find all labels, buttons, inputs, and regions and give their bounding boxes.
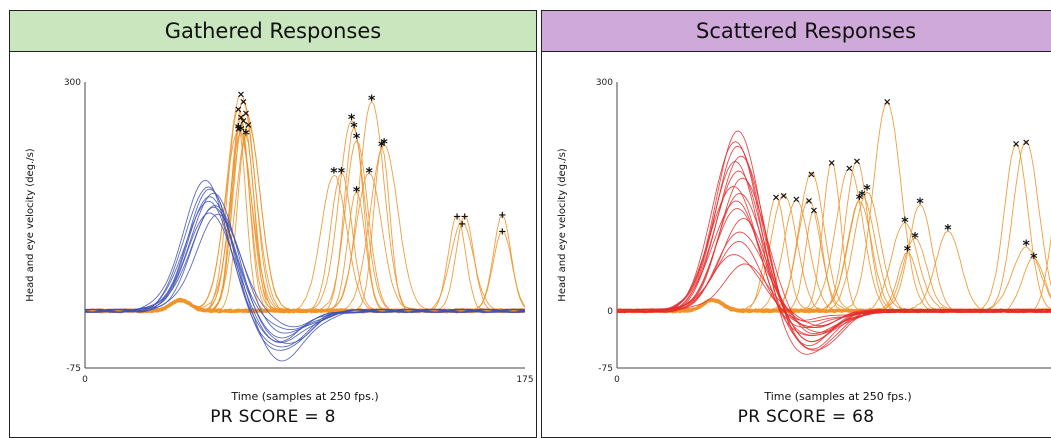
y-tick-label: -75 (598, 364, 613, 374)
chart-gathered: 300 -750 175 Time (samples at 250 fps.) Head… (25, 78, 534, 402)
peak-marker: * (1023, 238, 1031, 254)
y-tick-label: 300 (64, 78, 81, 88)
peak-marker: * (916, 196, 924, 212)
y-tick-label: 0 (607, 307, 613, 317)
peak-marker: × (239, 116, 247, 127)
peak-marker: * (378, 139, 386, 155)
panel-gathered: Gathered Responses 300 -75 0 175 Time (sampl… (9, 10, 537, 438)
peak-marker: × (239, 97, 247, 108)
x-tick-label: 175 (516, 375, 533, 385)
eye-velocity-line (617, 195, 1051, 314)
eye-velocity-line (617, 200, 1051, 314)
peak-marker: × (805, 196, 813, 207)
panel-title: Scattered Responses (542, 11, 1051, 52)
y-tick-label: -75 (66, 364, 81, 374)
head-velocity-line (617, 141, 1051, 355)
eye-velocity-line (617, 101, 1051, 314)
peak-marker: * (350, 120, 358, 136)
eye-velocity-line (85, 92, 525, 314)
peak-marker: × (807, 170, 815, 181)
peak-marker: × (772, 192, 780, 203)
peak-marker: * (338, 166, 346, 182)
eye-velocity-line (85, 214, 525, 314)
panel-title: Gathered Responses (10, 11, 536, 52)
eye-velocity-line (617, 168, 1051, 314)
eye-velocity-line (85, 170, 525, 314)
peak-marker: * (863, 182, 871, 198)
peak-marker: * (368, 93, 376, 109)
peak-marker: + (458, 219, 466, 230)
x-axis-label: Time (samples at 250 fps.) (230, 390, 378, 402)
peak-marker: * (348, 112, 356, 128)
pr-score: PR SCORE = 68 (737, 407, 875, 427)
head-velocity-line (85, 179, 525, 343)
peak-marker: × (244, 120, 252, 131)
y-axis-label: Head and eye velocity (deg./s) (557, 148, 568, 301)
eye-velocity-line (85, 172, 525, 314)
peak-marker: × (810, 205, 818, 216)
peak-marker: * (1030, 251, 1038, 267)
peak-marker: × (853, 157, 861, 168)
eye-velocity-line (617, 195, 1051, 314)
peak-marker: × (845, 163, 853, 174)
eye-velocity-line (85, 189, 525, 314)
peak-marker: * (856, 192, 864, 208)
x-tick-label: 0 (82, 375, 88, 385)
peak-marker: * (901, 215, 909, 231)
head-velocity-line (617, 263, 1051, 327)
peak-marker: + (498, 227, 506, 238)
eye-velocity-line (85, 100, 525, 314)
peak-marker: * (237, 124, 245, 140)
y-tick-label: 300 (596, 78, 613, 88)
peak-marker: × (234, 105, 242, 116)
peak-marker: * (242, 127, 250, 143)
head-velocity-line (617, 254, 1051, 321)
peak-marker: × (237, 89, 245, 100)
peak-marker: * (944, 223, 952, 239)
head-velocity-line (85, 212, 525, 344)
peak-marker: × (883, 97, 891, 108)
peak-marker: × (242, 109, 250, 120)
peak-marker: × (780, 191, 788, 202)
peak-marker: × (827, 158, 835, 169)
eye-velocity-line (85, 106, 525, 314)
peak-marker: × (237, 112, 245, 123)
peak-marker: × (1012, 139, 1020, 150)
peak-marker: × (234, 124, 242, 135)
peak-marker: * (904, 243, 912, 259)
pr-score: PR SCORE = 8 (210, 407, 336, 427)
head-velocity-line (85, 213, 525, 328)
x-axis-label: Time (samples at 250 fps.) (763, 390, 911, 402)
eye-velocity-line (85, 98, 525, 314)
x-tick-label: 0 (614, 375, 620, 385)
peak-marker: × (1022, 137, 1030, 148)
eye-velocity-line (617, 198, 1051, 314)
peak-marker: * (235, 121, 243, 137)
peak-marker: × (792, 195, 800, 206)
peak-marker: * (353, 131, 361, 147)
head-velocity-line (617, 155, 1051, 351)
peak-marker: * (858, 188, 866, 204)
peak-marker: + (453, 211, 461, 222)
peak-marker: * (381, 137, 389, 153)
peak-marker: + (460, 211, 468, 222)
peak-marker: + (498, 210, 506, 221)
peak-marker: * (365, 166, 373, 182)
y-axis-label: Head and eye velocity (deg./s) (25, 148, 36, 301)
peak-marker: * (330, 166, 338, 182)
peak-marker: * (911, 230, 919, 246)
eye-velocity-line (617, 193, 1051, 314)
peak-marker: * (353, 185, 361, 201)
eye-velocity-line (617, 199, 1051, 314)
eye-velocity-line (85, 230, 525, 314)
eye-velocity-line (85, 174, 525, 314)
eye-velocity-line (617, 143, 1051, 313)
